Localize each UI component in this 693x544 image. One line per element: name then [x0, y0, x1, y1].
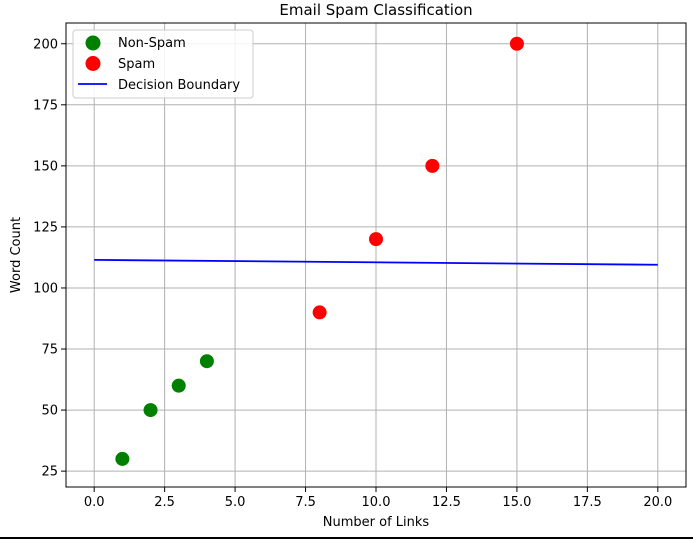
decision-boundary-line: [94, 258, 658, 266]
x-tick-label: 20.0: [643, 495, 672, 510]
legend-label-non-spam: Non-Spam: [118, 36, 186, 51]
y-tick-label: 200: [33, 37, 58, 52]
y-tick-label: 75: [41, 343, 58, 358]
x-tick-label: 10.0: [362, 495, 391, 510]
chart-title: Email Spam Classification: [279, 1, 472, 19]
x-tick-label: 17.5: [573, 495, 602, 510]
legend-label-decision-boundary: Decision Boundary: [118, 78, 240, 93]
legend-label-spam: Spam: [118, 57, 155, 72]
y-tick-label: 100: [33, 281, 58, 296]
y-tick-label: 175: [33, 98, 58, 113]
y-tick-label: 150: [33, 159, 58, 174]
x-tick-label: 12.5: [432, 495, 461, 510]
x-axis-title: Number of Links: [323, 515, 430, 530]
y-tick-label: 25: [41, 465, 58, 480]
non-spam-point: [143, 403, 158, 418]
x-tick-label: 7.5: [295, 495, 316, 510]
y-axis-title: Word Count: [9, 217, 24, 293]
spam-point: [425, 158, 440, 173]
x-tick-label: 0.0: [84, 495, 105, 510]
non-spam-point: [115, 451, 130, 466]
legend-marker-non-spam: [85, 35, 101, 51]
non-spam-point: [171, 378, 186, 393]
x-axis: 0.0 2.5 5.0 7.5 10.0 12.5 15.0 17.5 20.0: [84, 487, 672, 510]
x-tick-label: 5.0: [225, 495, 246, 510]
y-axis: 25 50 75 100 125 150 175 200: [33, 37, 66, 480]
legend: Non-Spam Spam Decision Boundary: [72, 29, 254, 99]
spam-point: [509, 36, 524, 51]
spam-point: [312, 305, 327, 320]
x-tick-label: 2.5: [154, 495, 175, 510]
grid: [66, 23, 686, 487]
spam-point: [369, 232, 383, 247]
legend-frame: [72, 29, 254, 99]
line-layer: [94, 258, 658, 266]
non-spam-point: [199, 354, 214, 369]
bottom-divider: [0, 537, 693, 539]
y-tick-label: 125: [33, 220, 58, 235]
legend-marker-spam: [85, 56, 101, 71]
point-layer: [115, 36, 524, 466]
y-tick-label: 50: [41, 404, 58, 419]
x-tick-label: 15.0: [502, 495, 531, 510]
